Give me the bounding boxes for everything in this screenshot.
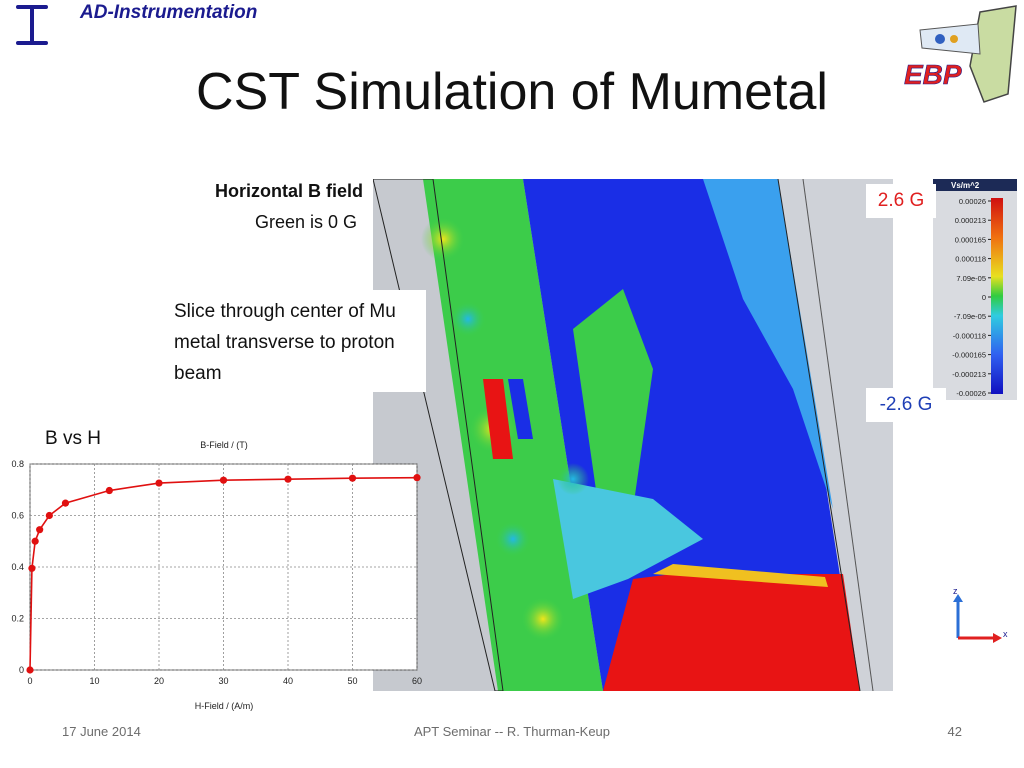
x-tick-label: 50 [347, 676, 357, 686]
footer-date: 17 June 2014 [62, 724, 141, 739]
bh-data-point [155, 479, 163, 487]
bh-data-point [36, 526, 44, 534]
legend-tick-label: -0.000165 [952, 351, 986, 360]
chart-x-label: H-Field / (A/m) [195, 701, 254, 711]
bh-data-point [61, 499, 70, 507]
color-scale-legend: Vs/m^2 0.00026 0.000213 0.000165 0.000118 7.… [933, 179, 1017, 400]
x-tick-label: 20 [154, 676, 164, 686]
y-tick-label: 0.4 [11, 562, 24, 572]
footer-center: APT Seminar -- R. Thurman-Keup [413, 724, 611, 739]
bh-chart: B-Field / (T) 0 10 20 30 40 50 60 0 0.2 0.4 0.6 0.8… [11, 440, 422, 711]
header-org-name: AD-Instrumentation [80, 2, 258, 23]
legend-tick-label: 0.000165 [955, 235, 986, 244]
bh-data-point [26, 666, 34, 674]
min-value-label: -2.6 G [866, 388, 946, 422]
axis-z-label: z [953, 588, 958, 596]
slide-title: CST Simulation of Mumetal [196, 63, 828, 121]
legend-tick-label: 0.000118 [955, 255, 986, 264]
legend-tick-label: 0 [982, 293, 986, 302]
slice-description: Slice through center of Mu metal transve… [166, 290, 426, 392]
y-tick-label: 0.6 [11, 511, 24, 521]
bh-data-point [284, 475, 292, 483]
legend-tick-label: -7.09e-05 [954, 312, 986, 321]
chart-title: B-Field / (T) [200, 440, 248, 450]
bh-data-point [45, 511, 53, 520]
axis-x-label: x [1003, 629, 1008, 639]
legend-tick-label: -0.000118 [953, 331, 986, 340]
bh-data-point [348, 474, 357, 482]
bh-chart-label: B vs H [45, 428, 101, 449]
legend-tick-label: -0.00026 [956, 389, 986, 398]
bh-data-point [31, 537, 39, 545]
bh-data-point [28, 564, 36, 572]
bh-data-point [219, 476, 228, 484]
page-number: 42 [947, 724, 962, 739]
axis-orientation-widget: z x [953, 588, 1008, 643]
x-tick-label: 0 [27, 676, 32, 686]
legend-tick-label: 0.00026 [959, 197, 986, 206]
ebp-logo: EBP [904, 5, 1017, 103]
ebp-logo-text: EBP [904, 59, 962, 90]
horizontal-b-label: Horizontal B field [215, 181, 363, 201]
legend-unit: Vs/m^2 [951, 181, 980, 190]
max-value-label: 2.6 G [866, 184, 936, 218]
green-zero-label: Green is 0 G [254, 212, 357, 232]
x-tick-label: 10 [89, 676, 99, 686]
simulation-field-image [373, 179, 893, 691]
bh-data-point [413, 474, 421, 482]
y-tick-label: 0.2 [11, 614, 24, 624]
x-tick-label: 30 [218, 676, 228, 686]
ad-logo-icon [16, 5, 48, 45]
y-tick-label: 0 [19, 665, 24, 675]
legend-tick-label: 7.09e-05 [956, 274, 986, 283]
y-tick-label: 0.8 [11, 459, 24, 469]
x-tick-label: 40 [283, 676, 293, 686]
legend-tick-label: 0.000213 [955, 216, 986, 225]
bh-series-line [29, 476, 418, 671]
x-tick-label: 60 [412, 676, 422, 686]
bh-data-point [105, 486, 113, 495]
legend-tick-label: -0.000213 [952, 370, 986, 379]
